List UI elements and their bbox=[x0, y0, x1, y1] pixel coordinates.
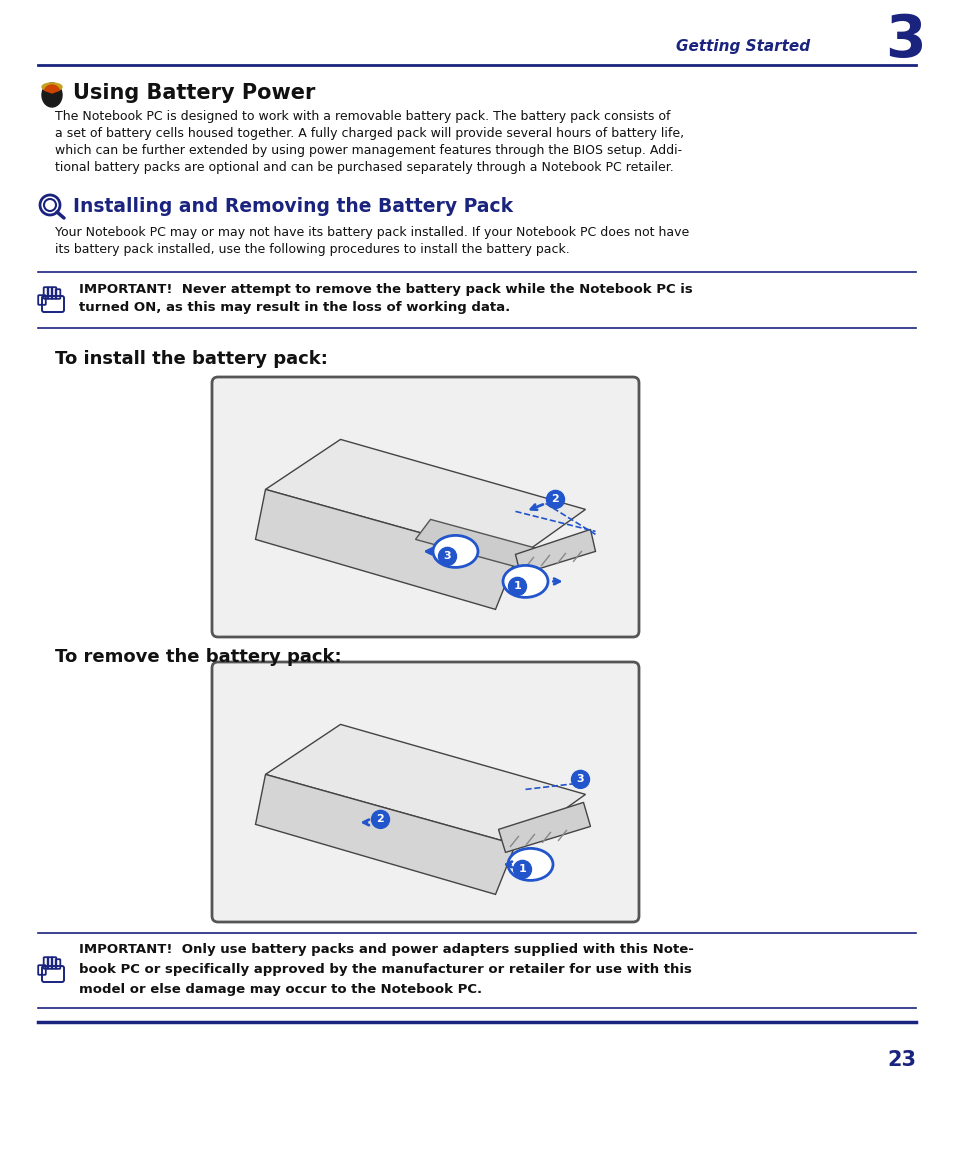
Text: 1: 1 bbox=[513, 581, 521, 591]
Text: IMPORTANT!  Only use battery packs and power adapters supplied with this Note-: IMPORTANT! Only use battery packs and po… bbox=[79, 942, 693, 956]
Ellipse shape bbox=[502, 566, 547, 597]
Text: To remove the battery pack:: To remove the battery pack: bbox=[55, 648, 341, 666]
Text: book PC or specifically approved by the manufacturer or retailer for use with th: book PC or specifically approved by the … bbox=[79, 963, 691, 976]
Text: To install the battery pack:: To install the battery pack: bbox=[55, 350, 328, 368]
Circle shape bbox=[513, 860, 531, 879]
Text: turned ON, as this may result in the loss of working data.: turned ON, as this may result in the los… bbox=[79, 301, 510, 314]
Wedge shape bbox=[45, 85, 59, 94]
Circle shape bbox=[438, 547, 456, 566]
Polygon shape bbox=[265, 439, 585, 559]
Text: The Notebook PC is designed to work with a removable battery pack. The battery p: The Notebook PC is designed to work with… bbox=[55, 110, 670, 122]
Circle shape bbox=[571, 770, 589, 789]
Text: 3: 3 bbox=[576, 774, 583, 784]
Text: Your Notebook PC may or may not have its battery pack installed. If your Noteboo: Your Notebook PC may or may not have its… bbox=[55, 226, 688, 239]
Text: model or else damage may occur to the Notebook PC.: model or else damage may occur to the No… bbox=[79, 983, 481, 996]
FancyBboxPatch shape bbox=[212, 377, 639, 638]
FancyBboxPatch shape bbox=[212, 662, 639, 922]
Text: 2: 2 bbox=[551, 494, 558, 505]
Text: 23: 23 bbox=[886, 1050, 915, 1070]
Polygon shape bbox=[255, 774, 515, 894]
Ellipse shape bbox=[507, 849, 553, 880]
Text: Installing and Removing the Battery Pack: Installing and Removing the Battery Pack bbox=[73, 198, 513, 216]
Polygon shape bbox=[498, 803, 590, 852]
Text: Using Battery Power: Using Battery Power bbox=[73, 83, 315, 103]
Circle shape bbox=[371, 811, 389, 828]
Text: a set of battery cells housed together. A fully charged pack will provide severa: a set of battery cells housed together. … bbox=[55, 127, 683, 140]
Text: 3: 3 bbox=[443, 551, 451, 561]
Text: 3: 3 bbox=[883, 12, 924, 68]
Circle shape bbox=[508, 578, 526, 595]
Text: 2: 2 bbox=[376, 814, 384, 825]
Text: which can be further extended by using power management features through the BIO: which can be further extended by using p… bbox=[55, 144, 681, 157]
Polygon shape bbox=[515, 529, 595, 574]
Ellipse shape bbox=[42, 83, 62, 91]
Text: IMPORTANT!  Never attempt to remove the battery pack while the Notebook PC is: IMPORTANT! Never attempt to remove the b… bbox=[79, 283, 692, 296]
Ellipse shape bbox=[433, 536, 477, 567]
Polygon shape bbox=[416, 520, 540, 569]
Polygon shape bbox=[255, 490, 515, 610]
Circle shape bbox=[546, 491, 564, 508]
Polygon shape bbox=[265, 724, 585, 844]
Text: 1: 1 bbox=[518, 864, 526, 874]
Ellipse shape bbox=[42, 83, 62, 107]
Text: tional battery packs are optional and can be purchased separately through a Note: tional battery packs are optional and ca… bbox=[55, 161, 673, 174]
Text: its battery pack installed, use the following procedures to install the battery : its battery pack installed, use the foll… bbox=[55, 243, 569, 256]
Text: Getting Started: Getting Started bbox=[675, 38, 809, 53]
